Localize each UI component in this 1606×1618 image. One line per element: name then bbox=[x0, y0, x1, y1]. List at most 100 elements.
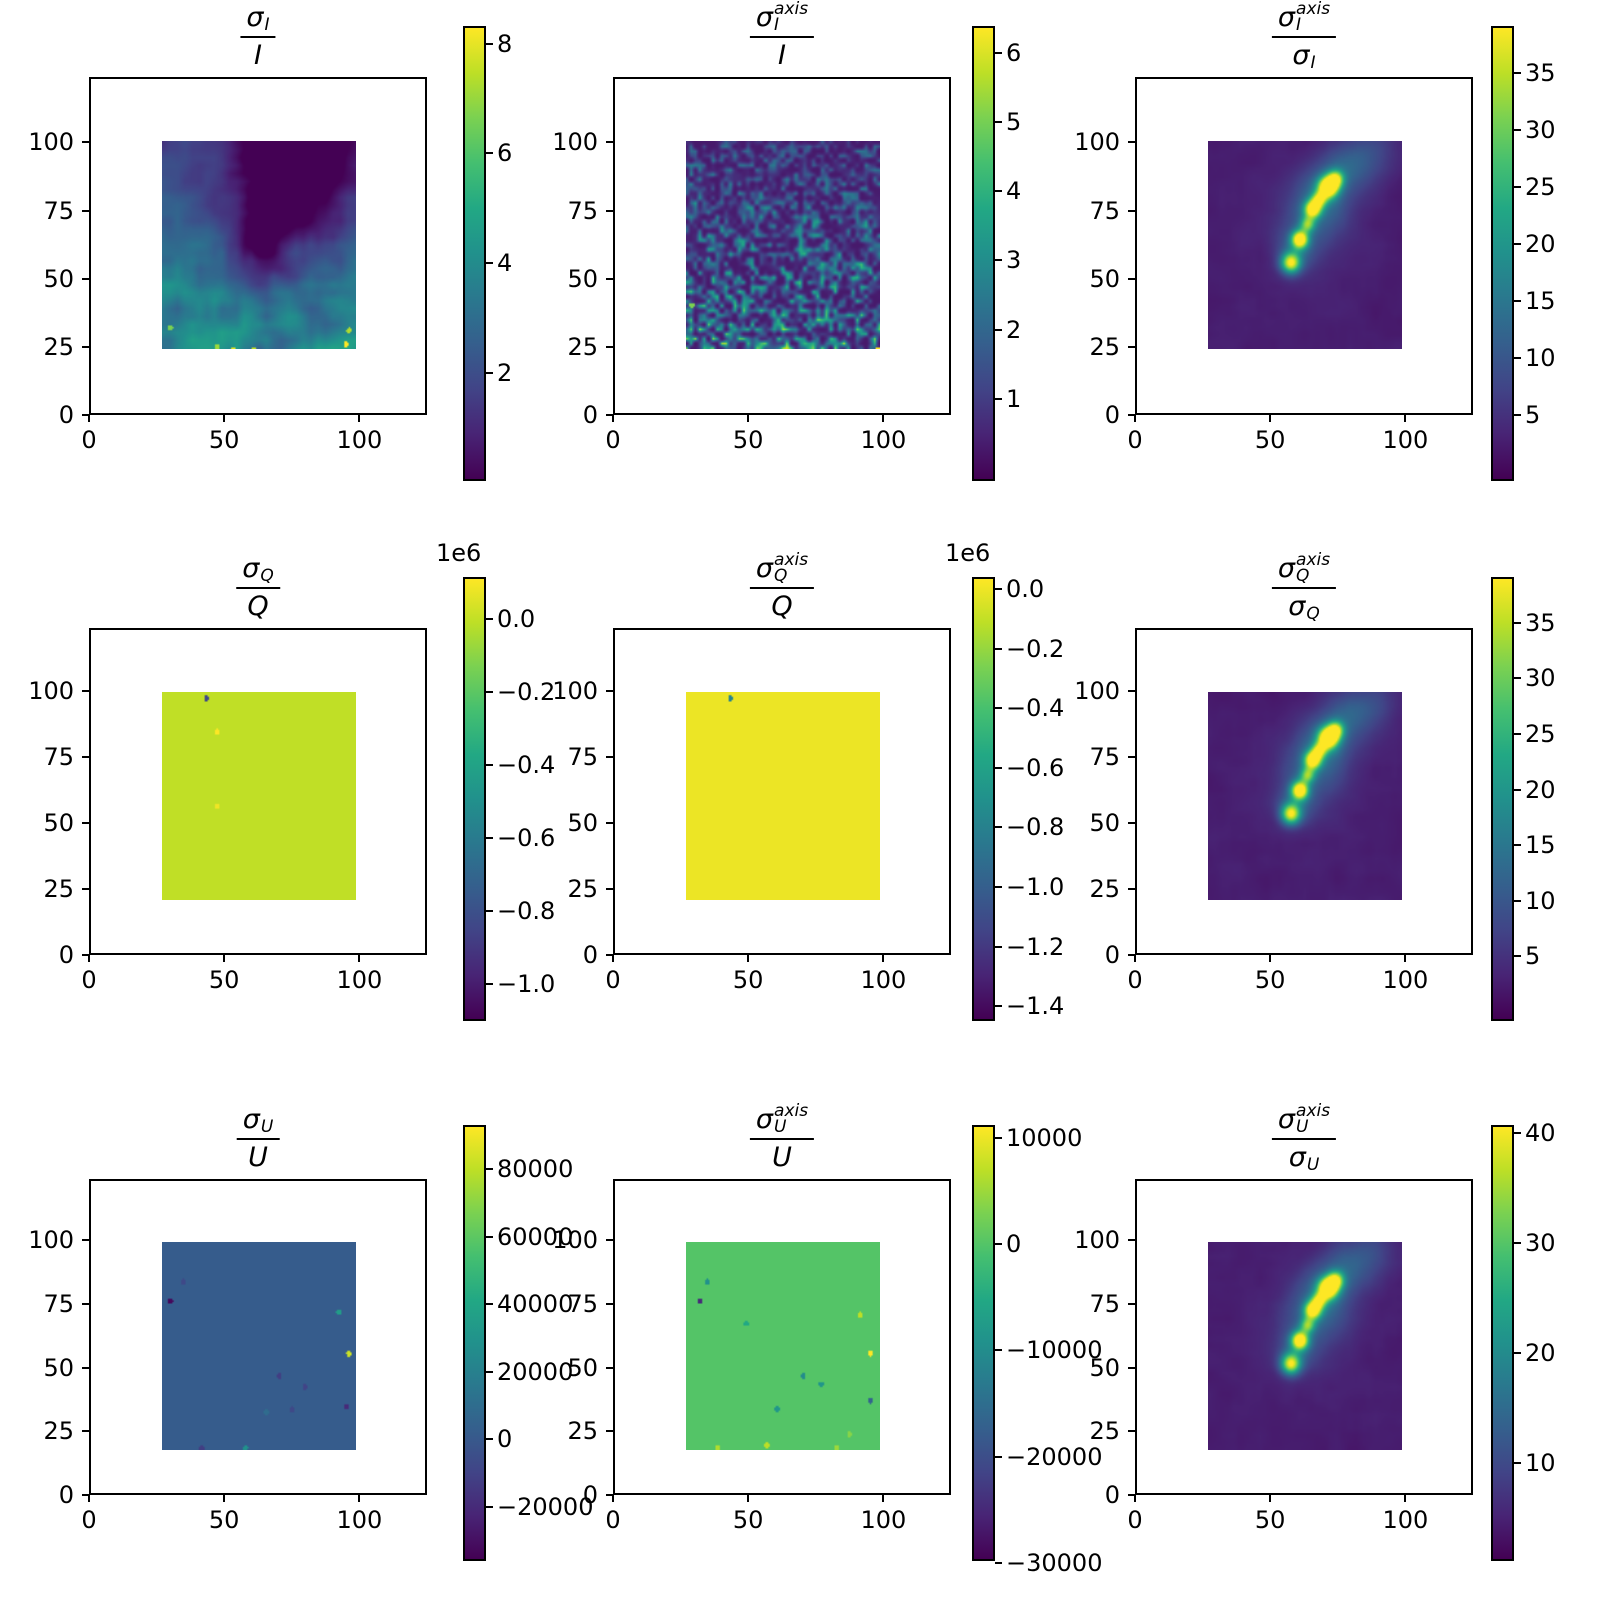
y-tick-label: 50 bbox=[1089, 809, 1120, 838]
x-tick-mark bbox=[747, 1495, 750, 1502]
colorbar-tick-mark bbox=[1514, 299, 1521, 302]
y-tick-label: 0 bbox=[582, 941, 598, 969]
x-tick-label: 100 bbox=[1382, 1506, 1429, 1534]
panel-sigmaIaxis-over-I: σ axis I I 0 50 100 0 25 50 75 100 6 5 4 3 2 1 bbox=[535, 0, 1070, 539]
heatmap-canvas bbox=[686, 141, 880, 349]
x-tick-label: 50 bbox=[732, 426, 764, 454]
fraction-denominator-sub: I bbox=[1310, 52, 1316, 73]
y-tick-mark bbox=[606, 1494, 613, 1496]
x-tick-mark bbox=[882, 415, 885, 422]
y-tick-mark bbox=[606, 888, 613, 891]
fraction-numerator-scripts: axis Q bbox=[774, 552, 808, 586]
fraction-numerator-sup: axis bbox=[1296, 1101, 1331, 1121]
fraction-numerator-sub: Q bbox=[1296, 566, 1310, 586]
colorbar-tick-mark bbox=[995, 51, 1002, 54]
y-tick-mark bbox=[606, 822, 613, 825]
colorbar-tick-label: −1.0 bbox=[497, 970, 556, 999]
heatmap bbox=[1208, 692, 1402, 900]
colorbar-tick-mark bbox=[995, 587, 1002, 590]
fraction-bar bbox=[240, 36, 276, 38]
colorbar-tick-mark bbox=[995, 707, 1002, 710]
colorbar-tick-label: 0.0 bbox=[497, 605, 536, 634]
fraction-numerator: σ axis U bbox=[755, 1103, 808, 1137]
colorbar-tick-mark bbox=[486, 1303, 493, 1306]
y-tick-label: 25 bbox=[1089, 875, 1120, 904]
y-tick-label: 50 bbox=[567, 1353, 598, 1382]
y-tick-label: 50 bbox=[43, 809, 74, 838]
fraction-numerator-scripts: Q bbox=[260, 565, 274, 586]
y-tick-mark bbox=[82, 1239, 89, 1242]
y-tick-mark bbox=[1128, 888, 1135, 891]
colorbar-tick-label: 0 bbox=[497, 1425, 513, 1454]
y-tick-mark bbox=[606, 1302, 613, 1305]
x-tick-label: 50 bbox=[208, 426, 240, 454]
colorbar bbox=[1491, 1125, 1514, 1561]
fraction-numerator-base: σ bbox=[242, 553, 260, 584]
x-tick-label: 50 bbox=[208, 966, 240, 994]
y-tick-mark bbox=[606, 345, 613, 348]
x-tick-mark bbox=[747, 955, 750, 962]
y-tick-label: 50 bbox=[43, 264, 74, 293]
colorbar-tick-label: −0.4 bbox=[1006, 694, 1065, 723]
fraction-numerator-base: σ bbox=[242, 1104, 260, 1135]
colorbar-tick-mark bbox=[486, 371, 493, 374]
colorbar-tick-label: 30 bbox=[1525, 664, 1556, 693]
colorbar-tick-mark bbox=[1514, 413, 1521, 416]
colorbar bbox=[463, 26, 486, 481]
x-tick-label: 50 bbox=[1254, 966, 1286, 994]
heatmap-canvas bbox=[162, 1242, 356, 1450]
panel-sigmaUaxis-over-U: σ axis U U 0 50 100 0 25 50 75 100 10000 0 −10000 −2000… bbox=[535, 1079, 1102, 1618]
fraction-numerator-sub: I bbox=[1296, 15, 1302, 35]
colorbar-tick-mark bbox=[1514, 955, 1521, 958]
fraction-bar bbox=[749, 36, 815, 38]
y-tick-mark bbox=[1128, 1302, 1135, 1305]
fraction-numerator-scripts: axis Q bbox=[1296, 552, 1330, 586]
colorbar-tick-mark bbox=[1514, 732, 1521, 735]
y-tick-label: 50 bbox=[43, 1353, 74, 1382]
colorbar-tick-mark bbox=[486, 1167, 493, 1170]
y-tick-label: 75 bbox=[43, 196, 74, 225]
x-tick-mark bbox=[612, 1495, 614, 1502]
fraction-numerator-sub: Q bbox=[774, 566, 788, 586]
fraction-numerator-base: σ bbox=[755, 1103, 774, 1135]
x-tick-label: 100 bbox=[336, 966, 383, 994]
colorbar-tick-label: 8 bbox=[497, 29, 513, 58]
x-tick-mark bbox=[612, 415, 614, 422]
fraction-denominator: Q bbox=[247, 591, 268, 622]
x-tick-mark bbox=[223, 415, 226, 422]
fraction-bar bbox=[236, 1138, 280, 1140]
x-tick-mark bbox=[88, 415, 90, 422]
y-tick-mark bbox=[1128, 1366, 1135, 1369]
y-tick-label: 0 bbox=[58, 1481, 74, 1509]
fraction-numerator-sub: U bbox=[774, 1117, 787, 1137]
colorbar-tick-mark bbox=[995, 190, 1002, 193]
y-tick-mark bbox=[82, 141, 89, 144]
x-tick-mark bbox=[1134, 415, 1136, 422]
x-tick-mark bbox=[358, 1495, 361, 1502]
colorbar-tick-label: 0.0 bbox=[1006, 574, 1045, 603]
y-tick-mark bbox=[606, 277, 613, 280]
y-tick-mark bbox=[82, 345, 89, 348]
y-tick-mark bbox=[1128, 1430, 1135, 1433]
fraction-bar bbox=[1271, 1138, 1337, 1140]
fraction-bar bbox=[1271, 587, 1337, 589]
y-tick-mark bbox=[1128, 954, 1135, 956]
fraction-numerator-scripts: axis I bbox=[1296, 1, 1330, 35]
panel-title: σ axis Q Q bbox=[749, 552, 815, 622]
y-tick-mark bbox=[606, 1366, 613, 1369]
fraction-denominator-scripts: I bbox=[1310, 52, 1316, 73]
x-tick-label: 0 bbox=[605, 966, 621, 994]
y-tick-mark bbox=[82, 888, 89, 891]
heatmap-canvas bbox=[1208, 141, 1402, 349]
fraction-numerator-sub: I bbox=[774, 15, 780, 35]
colorbar-tick-label: −0.2 bbox=[1006, 634, 1065, 663]
heatmap bbox=[686, 141, 880, 349]
fraction-numerator-sub: Q bbox=[260, 565, 274, 586]
colorbar-tick-label: 5 bbox=[1525, 942, 1541, 971]
